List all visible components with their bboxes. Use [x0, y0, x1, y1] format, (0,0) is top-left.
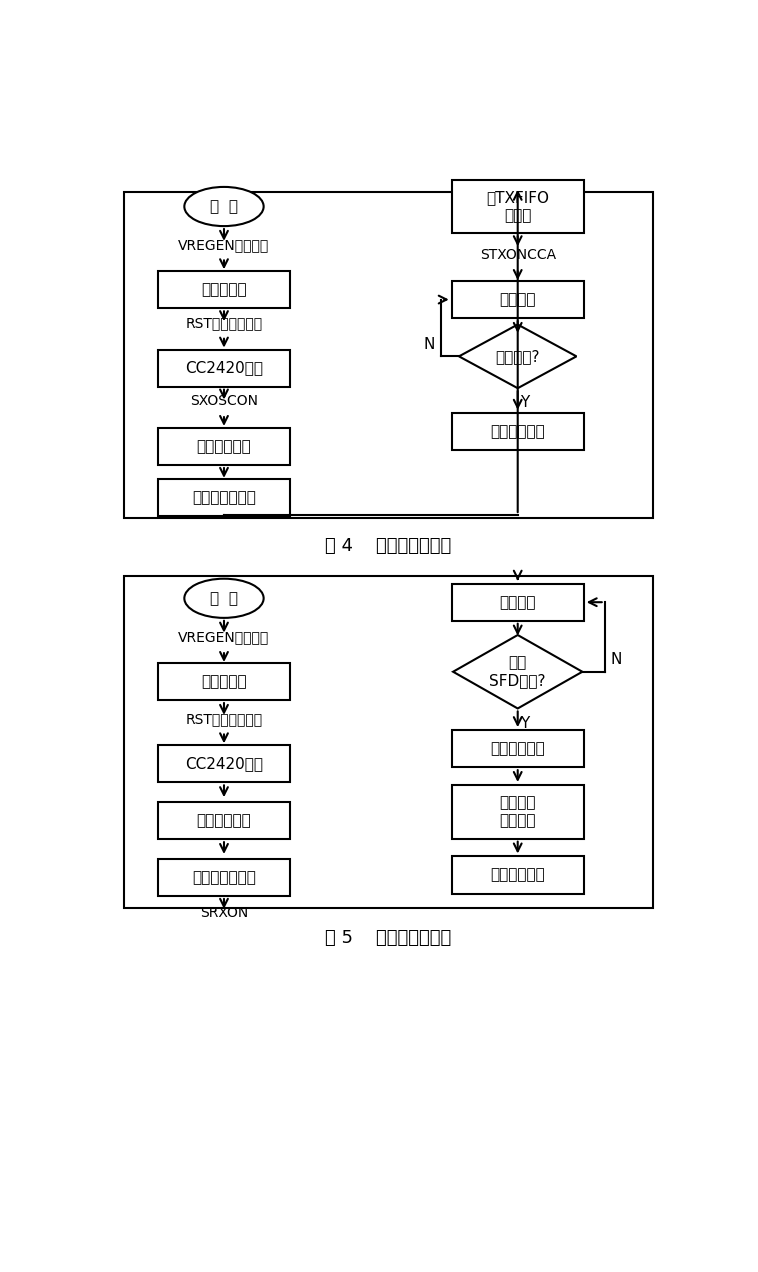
Text: 设置配置寄存器: 设置配置寄存器 [192, 490, 256, 505]
Ellipse shape [184, 579, 264, 618]
Bar [452, 584, 584, 621]
Text: 等待晶振起振: 等待晶振起振 [196, 439, 252, 454]
Text: RST引脚拉低复位: RST引脚拉低复位 [186, 712, 262, 726]
Text: SXOSCON: SXOSCON [190, 394, 258, 408]
Bar [124, 576, 653, 908]
Text: 收到
SFD信号?: 收到 SFD信号? [490, 655, 546, 688]
Bar [452, 412, 584, 450]
Text: 稳压器开启: 稳压器开启 [201, 674, 247, 689]
Text: Y: Y [520, 716, 529, 730]
Bar [452, 785, 584, 838]
Polygon shape [459, 324, 577, 388]
Text: VREGEN引脚置高: VREGEN引脚置高 [178, 238, 270, 252]
Text: 开  始: 开 始 [210, 198, 238, 214]
Text: 启动发送: 启动发送 [500, 293, 536, 307]
Bar [124, 192, 653, 518]
Text: CC2420复位: CC2420复位 [185, 361, 263, 375]
Bar [452, 856, 584, 894]
Text: SRXON: SRXON [200, 906, 248, 920]
Bar [158, 427, 290, 466]
Bar [158, 859, 290, 895]
Bar [158, 478, 290, 516]
Bar [158, 350, 290, 387]
Text: N: N [424, 337, 435, 352]
Text: 开  始: 开 始 [210, 590, 238, 605]
Bar [158, 803, 290, 840]
Text: 从帧提取命令: 从帧提取命令 [490, 742, 545, 756]
Text: 设置配置寄存器: 设置配置寄存器 [192, 870, 256, 885]
Text: 向处理器
反馈命令: 向处理器 反馈命令 [500, 795, 536, 828]
Ellipse shape [184, 187, 264, 226]
Text: STXONCCA: STXONCCA [480, 248, 556, 262]
Bar [452, 730, 584, 767]
Text: 等待下次发送: 等待下次发送 [490, 424, 545, 439]
Text: VREGEN引脚置高: VREGEN引脚置高 [178, 631, 270, 645]
Text: 等待晶振起振: 等待晶振起振 [196, 813, 252, 828]
Polygon shape [453, 635, 582, 709]
Text: RST引脚拉低复位: RST引脚拉低复位 [186, 315, 262, 329]
Text: 稳压器开启: 稳压器开启 [201, 282, 247, 298]
Text: 等待下次接收: 等待下次接收 [490, 868, 545, 883]
Text: Y: Y [520, 396, 529, 411]
Bar [452, 179, 584, 234]
Text: 图 5    接收端程序流程: 图 5 接收端程序流程 [325, 929, 452, 946]
Bar [452, 281, 584, 318]
Text: 向TXFIFO
写数据: 向TXFIFO 写数据 [486, 191, 550, 223]
Bar [158, 271, 290, 308]
Bar [158, 663, 290, 700]
Text: N: N [611, 653, 622, 668]
Text: 发送成功?: 发送成功? [496, 349, 540, 364]
Bar [158, 745, 290, 782]
Text: CC2420复位: CC2420复位 [185, 757, 263, 771]
Text: 接收开始: 接收开始 [500, 595, 536, 609]
Text: 图 4    发送端程序流程: 图 4 发送端程序流程 [325, 537, 452, 556]
